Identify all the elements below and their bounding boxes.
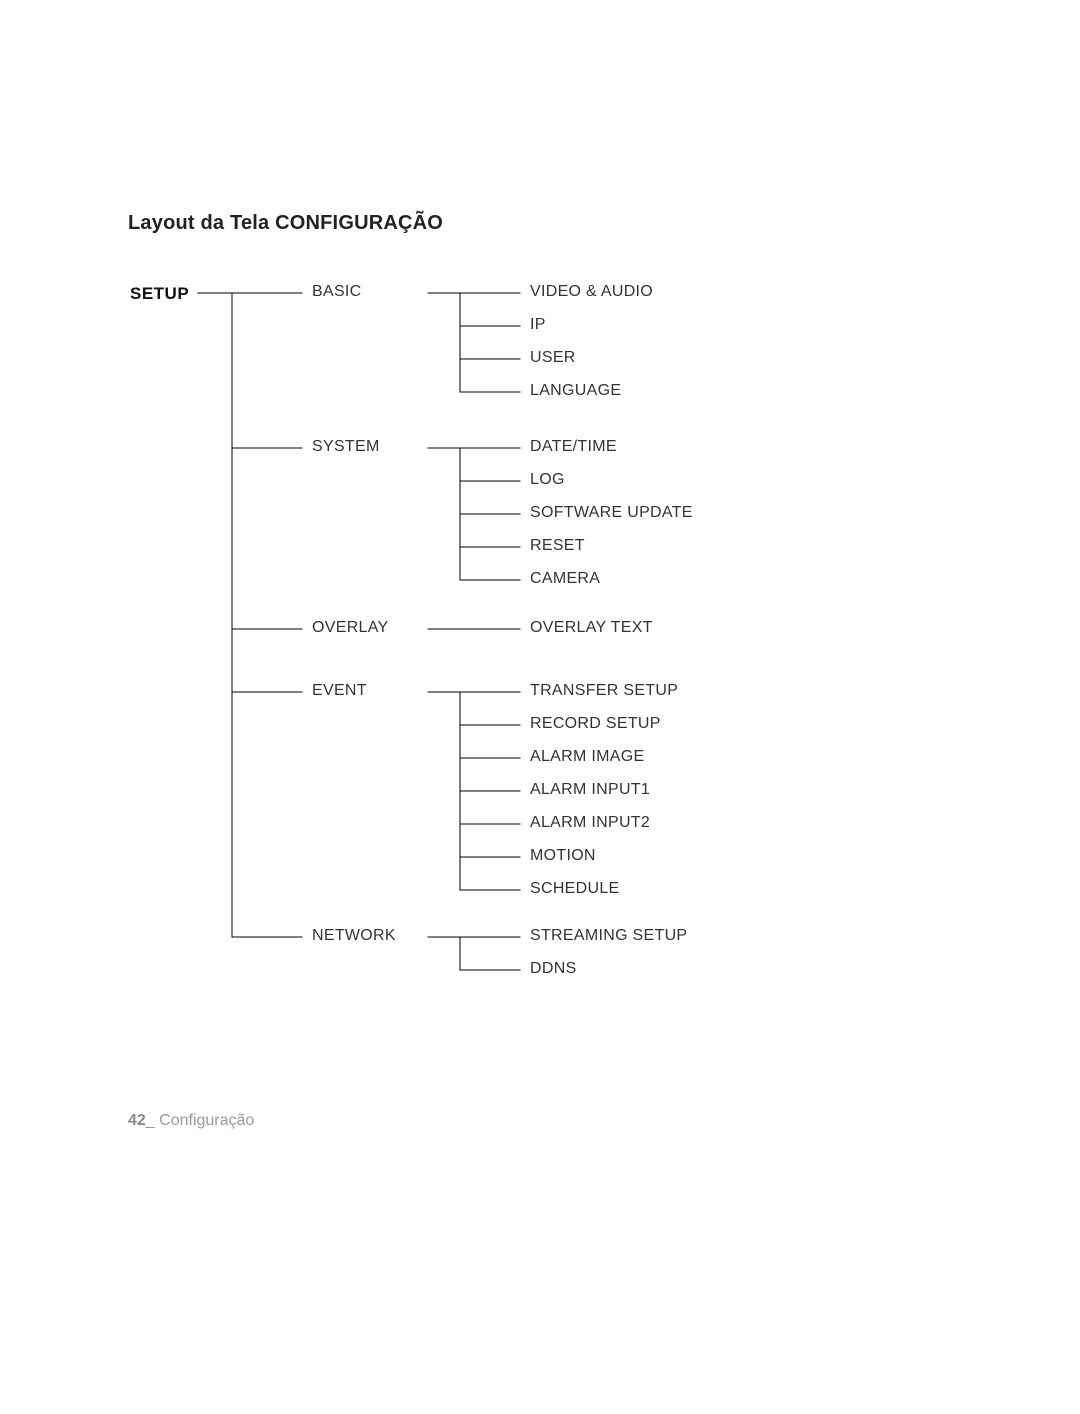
leaf-ddns: DDNS xyxy=(530,960,577,978)
leaf-record-setup: RECORD SETUP xyxy=(530,715,661,733)
leaf-date-time: DATE/TIME xyxy=(530,438,617,456)
leaf-alarm-image: ALARM IMAGE xyxy=(530,748,644,766)
footer-section: Configuração xyxy=(159,1112,254,1129)
leaf-streaming-setup: STREAMING SETUP xyxy=(530,927,687,945)
category-system: SYSTEM xyxy=(312,438,380,456)
leaf-ip: IP xyxy=(530,316,546,334)
leaf-alarm-input2: ALARM INPUT2 xyxy=(530,814,650,832)
leaf-camera: CAMERA xyxy=(530,570,600,588)
page: Layout da Tela CONFIGURAÇÃO SETUP BASICV… xyxy=(0,0,1080,1414)
leaf-motion: MOTION xyxy=(530,847,596,865)
category-network: NETWORK xyxy=(312,927,396,945)
footer-sep: _ xyxy=(146,1112,159,1129)
leaf-video-audio: VIDEO & AUDIO xyxy=(530,283,653,301)
leaf-log: LOG xyxy=(530,471,565,489)
category-basic: BASIC xyxy=(312,283,362,301)
leaf-alarm-input1: ALARM INPUT1 xyxy=(530,781,650,799)
leaf-user: USER xyxy=(530,349,576,367)
leaf-language: LANGUAGE xyxy=(530,382,621,400)
page-number: 42 xyxy=(128,1112,146,1129)
category-overlay: OVERLAY xyxy=(312,619,389,637)
leaf-overlay-text: OVERLAY TEXT xyxy=(530,619,653,637)
leaf-schedule: SCHEDULE xyxy=(530,880,620,898)
leaf-transfer-setup: TRANSFER SETUP xyxy=(530,682,678,700)
category-event: EVENT xyxy=(312,682,367,700)
leaf-software-update: SOFTWARE UPDATE xyxy=(530,504,693,522)
leaf-reset: RESET xyxy=(530,537,585,555)
tree-lines xyxy=(0,0,1080,1414)
page-footer: 42_ Configuração xyxy=(128,1112,254,1130)
